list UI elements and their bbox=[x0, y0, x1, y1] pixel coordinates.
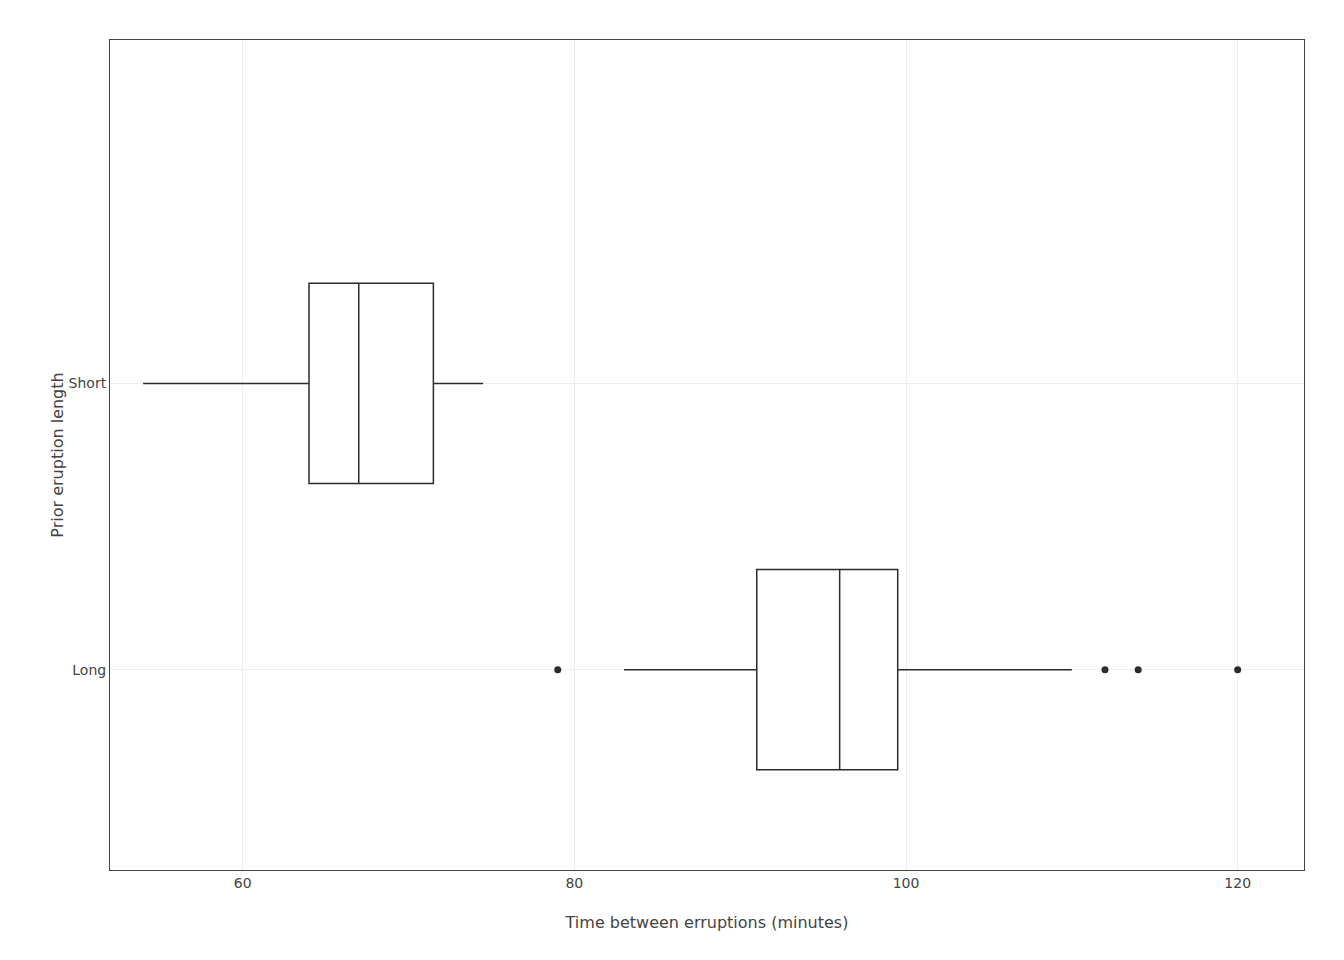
svg-text:Long: Long bbox=[72, 662, 106, 678]
svg-text:80: 80 bbox=[565, 875, 583, 891]
svg-text:100: 100 bbox=[893, 875, 920, 891]
svg-text:60: 60 bbox=[234, 875, 252, 891]
svg-text:120: 120 bbox=[1224, 875, 1251, 891]
svg-text:Time between erruptions (minut: Time between erruptions (minutes) bbox=[565, 913, 849, 932]
svg-text:Short: Short bbox=[69, 375, 107, 391]
svg-text:Prior eruption length: Prior eruption length bbox=[48, 372, 67, 537]
